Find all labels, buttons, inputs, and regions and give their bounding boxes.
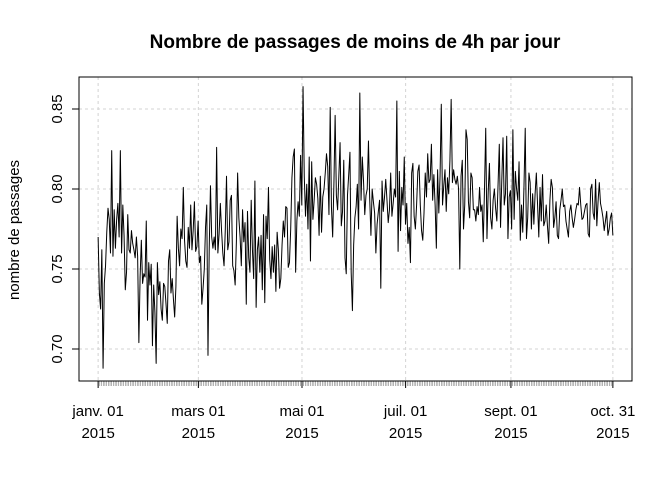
x-tick-label-year: 2015 (182, 425, 215, 442)
y-axis-label: nombre de passages (6, 160, 23, 300)
x-tick-label-year: 2015 (81, 425, 114, 442)
y-tick-label: 0.80 (49, 174, 66, 203)
x-tick-label: mai 01 (279, 403, 324, 420)
x-tick-label-year: 2015 (285, 425, 318, 442)
x-axis: janv. 01 2015 mars 01 2015 mai 01 2015 juil. 0… (71, 381, 635, 442)
x-tick-label-year: 2015 (494, 425, 527, 442)
y-tick-label: 0.75 (49, 254, 66, 283)
x-tick-label: mars 01 (171, 403, 225, 420)
series-line (97, 86, 614, 369)
plot-frame (78, 76, 633, 382)
x-tick-label: juil. 01 (383, 403, 427, 420)
y-axis: 0.70 0.75 0.80 0.85 (49, 94, 79, 364)
x-tick-label: oct. 31 (590, 403, 635, 420)
chart-title: Nombre de passages de moins de 4h par jo… (150, 32, 561, 53)
series-line-group (97, 86, 614, 369)
y-tick-label: 0.70 (49, 334, 66, 363)
x-tick-label: sept. 01 (484, 403, 537, 420)
x-tick-label-year: 2015 (596, 425, 629, 442)
x-tick-label-year: 2015 (389, 425, 422, 442)
y-tick-label: 0.85 (49, 94, 66, 123)
x-tick-label: janv. 01 (71, 403, 123, 420)
x-axis-rug (97, 381, 614, 386)
grid-lines (79, 77, 632, 381)
